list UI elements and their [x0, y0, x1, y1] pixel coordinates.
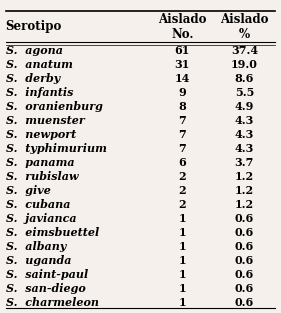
Text: 4.9: 4.9	[235, 101, 254, 112]
Text: 2: 2	[178, 171, 186, 182]
Text: 7: 7	[178, 143, 186, 154]
Text: S.  derby: S. derby	[6, 73, 60, 84]
Text: S.  anatum: S. anatum	[6, 59, 72, 70]
Text: 0.6: 0.6	[235, 213, 254, 224]
Text: 8: 8	[178, 101, 186, 112]
Text: S.  infantis: S. infantis	[6, 87, 73, 98]
Text: 4.3: 4.3	[235, 143, 254, 154]
Text: S.  muenster: S. muenster	[6, 115, 84, 126]
Text: 1.2: 1.2	[235, 199, 254, 210]
Text: 1: 1	[178, 255, 186, 266]
Text: 1: 1	[178, 269, 186, 280]
Text: S.  typhimurium: S. typhimurium	[6, 143, 106, 154]
Text: 19.0: 19.0	[231, 59, 258, 70]
Text: S.  rubislaw: S. rubislaw	[6, 171, 78, 182]
Text: 1.2: 1.2	[235, 171, 254, 182]
Text: S.  cubana: S. cubana	[6, 199, 70, 210]
Text: S.  albany: S. albany	[6, 241, 66, 252]
Text: Aislado
%: Aislado %	[220, 13, 269, 41]
Text: 0.6: 0.6	[235, 227, 254, 239]
Text: 0.6: 0.6	[235, 255, 254, 266]
Text: 7: 7	[178, 129, 186, 140]
Text: Aislado
No.: Aislado No.	[158, 13, 207, 41]
Text: S.  javianca: S. javianca	[6, 213, 76, 224]
Text: 2: 2	[178, 199, 186, 210]
Text: S.  give: S. give	[6, 185, 51, 196]
Text: 6: 6	[178, 157, 186, 168]
Text: 2: 2	[178, 185, 186, 196]
Text: 61: 61	[175, 45, 190, 56]
Text: S.  agona: S. agona	[6, 45, 63, 56]
Text: S.  oranienburg: S. oranienburg	[6, 101, 103, 112]
Text: Serotipo: Serotipo	[6, 20, 62, 33]
Text: 3.7: 3.7	[235, 157, 254, 168]
Text: 0.6: 0.6	[235, 297, 254, 308]
Text: S.  san-diego: S. san-diego	[6, 283, 85, 294]
Text: 1: 1	[178, 297, 186, 308]
Text: S.  eimsbuettel: S. eimsbuettel	[6, 227, 99, 239]
Text: 1: 1	[178, 241, 186, 252]
Text: 7: 7	[178, 115, 186, 126]
Text: 4.3: 4.3	[235, 129, 254, 140]
Text: S.  newport: S. newport	[6, 129, 76, 140]
Text: 8.6: 8.6	[235, 73, 254, 84]
Text: 0.6: 0.6	[235, 241, 254, 252]
Text: 1: 1	[178, 227, 186, 239]
Text: 9: 9	[178, 87, 186, 98]
Text: 5.5: 5.5	[235, 87, 254, 98]
Text: 1: 1	[178, 213, 186, 224]
Text: 1: 1	[178, 283, 186, 294]
Text: S.  charmeleon: S. charmeleon	[6, 297, 99, 308]
Text: 0.6: 0.6	[235, 283, 254, 294]
Text: 4.3: 4.3	[235, 115, 254, 126]
Text: 0.6: 0.6	[235, 269, 254, 280]
Text: 37.4: 37.4	[231, 45, 258, 56]
Text: 1.2: 1.2	[235, 185, 254, 196]
Text: S.  uganda: S. uganda	[6, 255, 71, 266]
Text: S.  saint-paul: S. saint-paul	[6, 269, 88, 280]
Text: 14: 14	[175, 73, 190, 84]
Text: 31: 31	[175, 59, 190, 70]
Text: S.  panama: S. panama	[6, 157, 74, 168]
